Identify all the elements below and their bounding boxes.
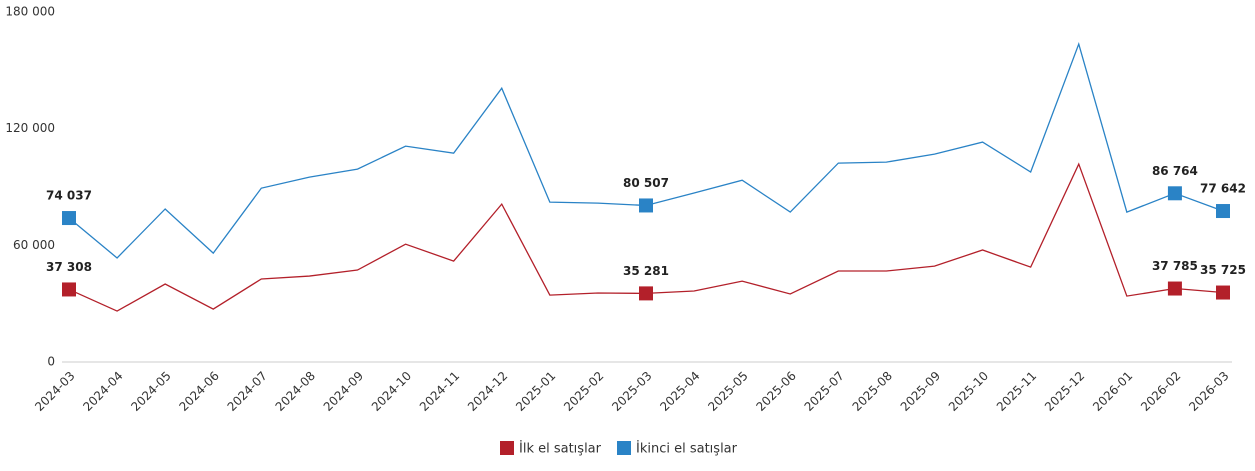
point-marker	[1216, 285, 1230, 300]
x-tick-label: 2025-08	[850, 369, 895, 414]
x-tick-label: 2025-04	[657, 369, 702, 414]
legend-swatch	[500, 441, 514, 455]
x-tick-label: 2026-01	[1090, 369, 1135, 414]
x-tick-label: 2024-04	[80, 369, 125, 414]
value-label: 37 785	[1152, 259, 1198, 273]
x-tick-label: 2024-08	[273, 369, 318, 414]
y-tick-label: 180 000	[5, 5, 55, 19]
point-marker	[1167, 186, 1182, 201]
x-tick-label: 2025-05	[705, 369, 750, 414]
x-tick-label: 2024-10	[369, 369, 414, 414]
x-tick-label: 2026-03	[1186, 369, 1231, 414]
x-tick-label: 2025-11	[994, 369, 1039, 414]
x-tick-label: 2024-06	[176, 369, 221, 414]
y-tick-label: 0	[47, 355, 55, 369]
value-label: 35 281	[623, 264, 669, 278]
x-tick-label: 2025-12	[1042, 369, 1087, 414]
x-tick-label: 2025-02	[561, 369, 606, 414]
y-tick-label: 60 000	[13, 238, 55, 252]
x-tick-label: 2026-02	[1138, 369, 1183, 414]
value-label: 80 507	[623, 176, 669, 190]
x-tick-label: 2025-06	[753, 369, 798, 414]
x-tick-label: 2025-07	[802, 369, 847, 414]
x-tick-label: 2025-01	[513, 369, 558, 414]
x-tick-label: 2024-05	[128, 369, 173, 414]
legend-swatch	[617, 441, 631, 455]
x-tick-label: 2025-03	[609, 369, 654, 414]
x-tick-label: 2025-10	[946, 369, 991, 414]
x-tick-label: 2024-09	[321, 369, 366, 414]
x-tick-label: 2024-12	[465, 369, 510, 414]
point-marker	[62, 282, 76, 297]
legend-label: İkinci el satışlar	[636, 441, 738, 457]
x-tick-label: 2024-11	[417, 369, 462, 414]
point-marker	[62, 211, 76, 226]
value-label: 74 037	[46, 189, 92, 203]
point-marker	[639, 286, 653, 301]
value-label: 86 764	[1152, 164, 1198, 178]
value-label: 77 642	[1200, 182, 1246, 196]
point-marker	[1167, 281, 1182, 296]
point-marker	[1216, 204, 1230, 219]
legend-label: İlk el satışlar	[519, 441, 602, 457]
x-tick-label: 2025-09	[898, 369, 943, 414]
value-label: 35 725	[1200, 263, 1246, 277]
y-tick-label: 120 000	[5, 121, 55, 135]
x-tick-label: 2024-07	[225, 369, 270, 414]
value-label: 37 308	[46, 260, 92, 274]
point-marker	[639, 198, 653, 213]
x-tick-label: 2024-03	[32, 369, 77, 414]
